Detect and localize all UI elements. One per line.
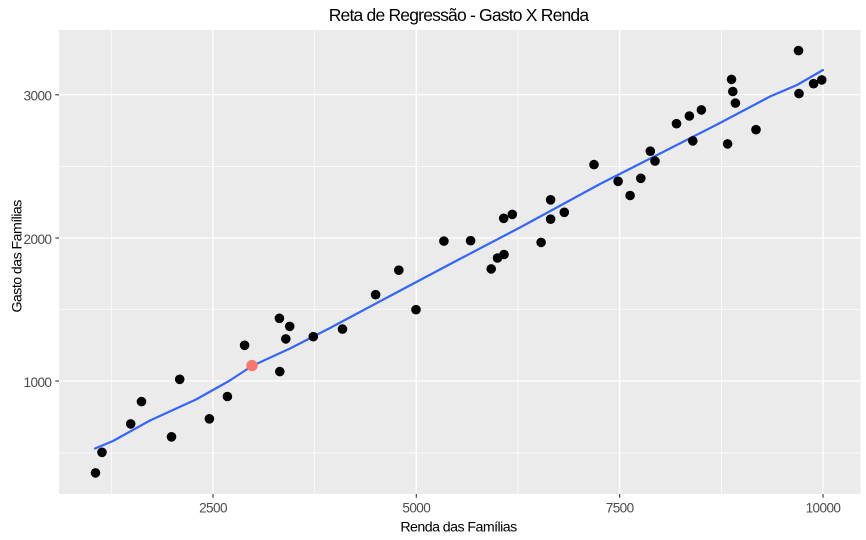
svg-text:3000: 3000 — [24, 89, 53, 104]
svg-text:Renda das Famílias: Renda das Famílias — [400, 520, 517, 536]
svg-text:5000: 5000 — [402, 501, 431, 516]
svg-text:2500: 2500 — [199, 501, 228, 516]
svg-text:7500: 7500 — [606, 501, 635, 516]
svg-text:2000: 2000 — [24, 232, 53, 247]
svg-text:1000: 1000 — [24, 375, 53, 390]
svg-text:Gasto das Famílias: Gasto das Famílias — [10, 200, 26, 313]
svg-text:Reta de Regressão - Gasto X Re: Reta de Regressão - Gasto X Renda — [329, 5, 590, 25]
svg-text:10000: 10000 — [806, 501, 842, 516]
